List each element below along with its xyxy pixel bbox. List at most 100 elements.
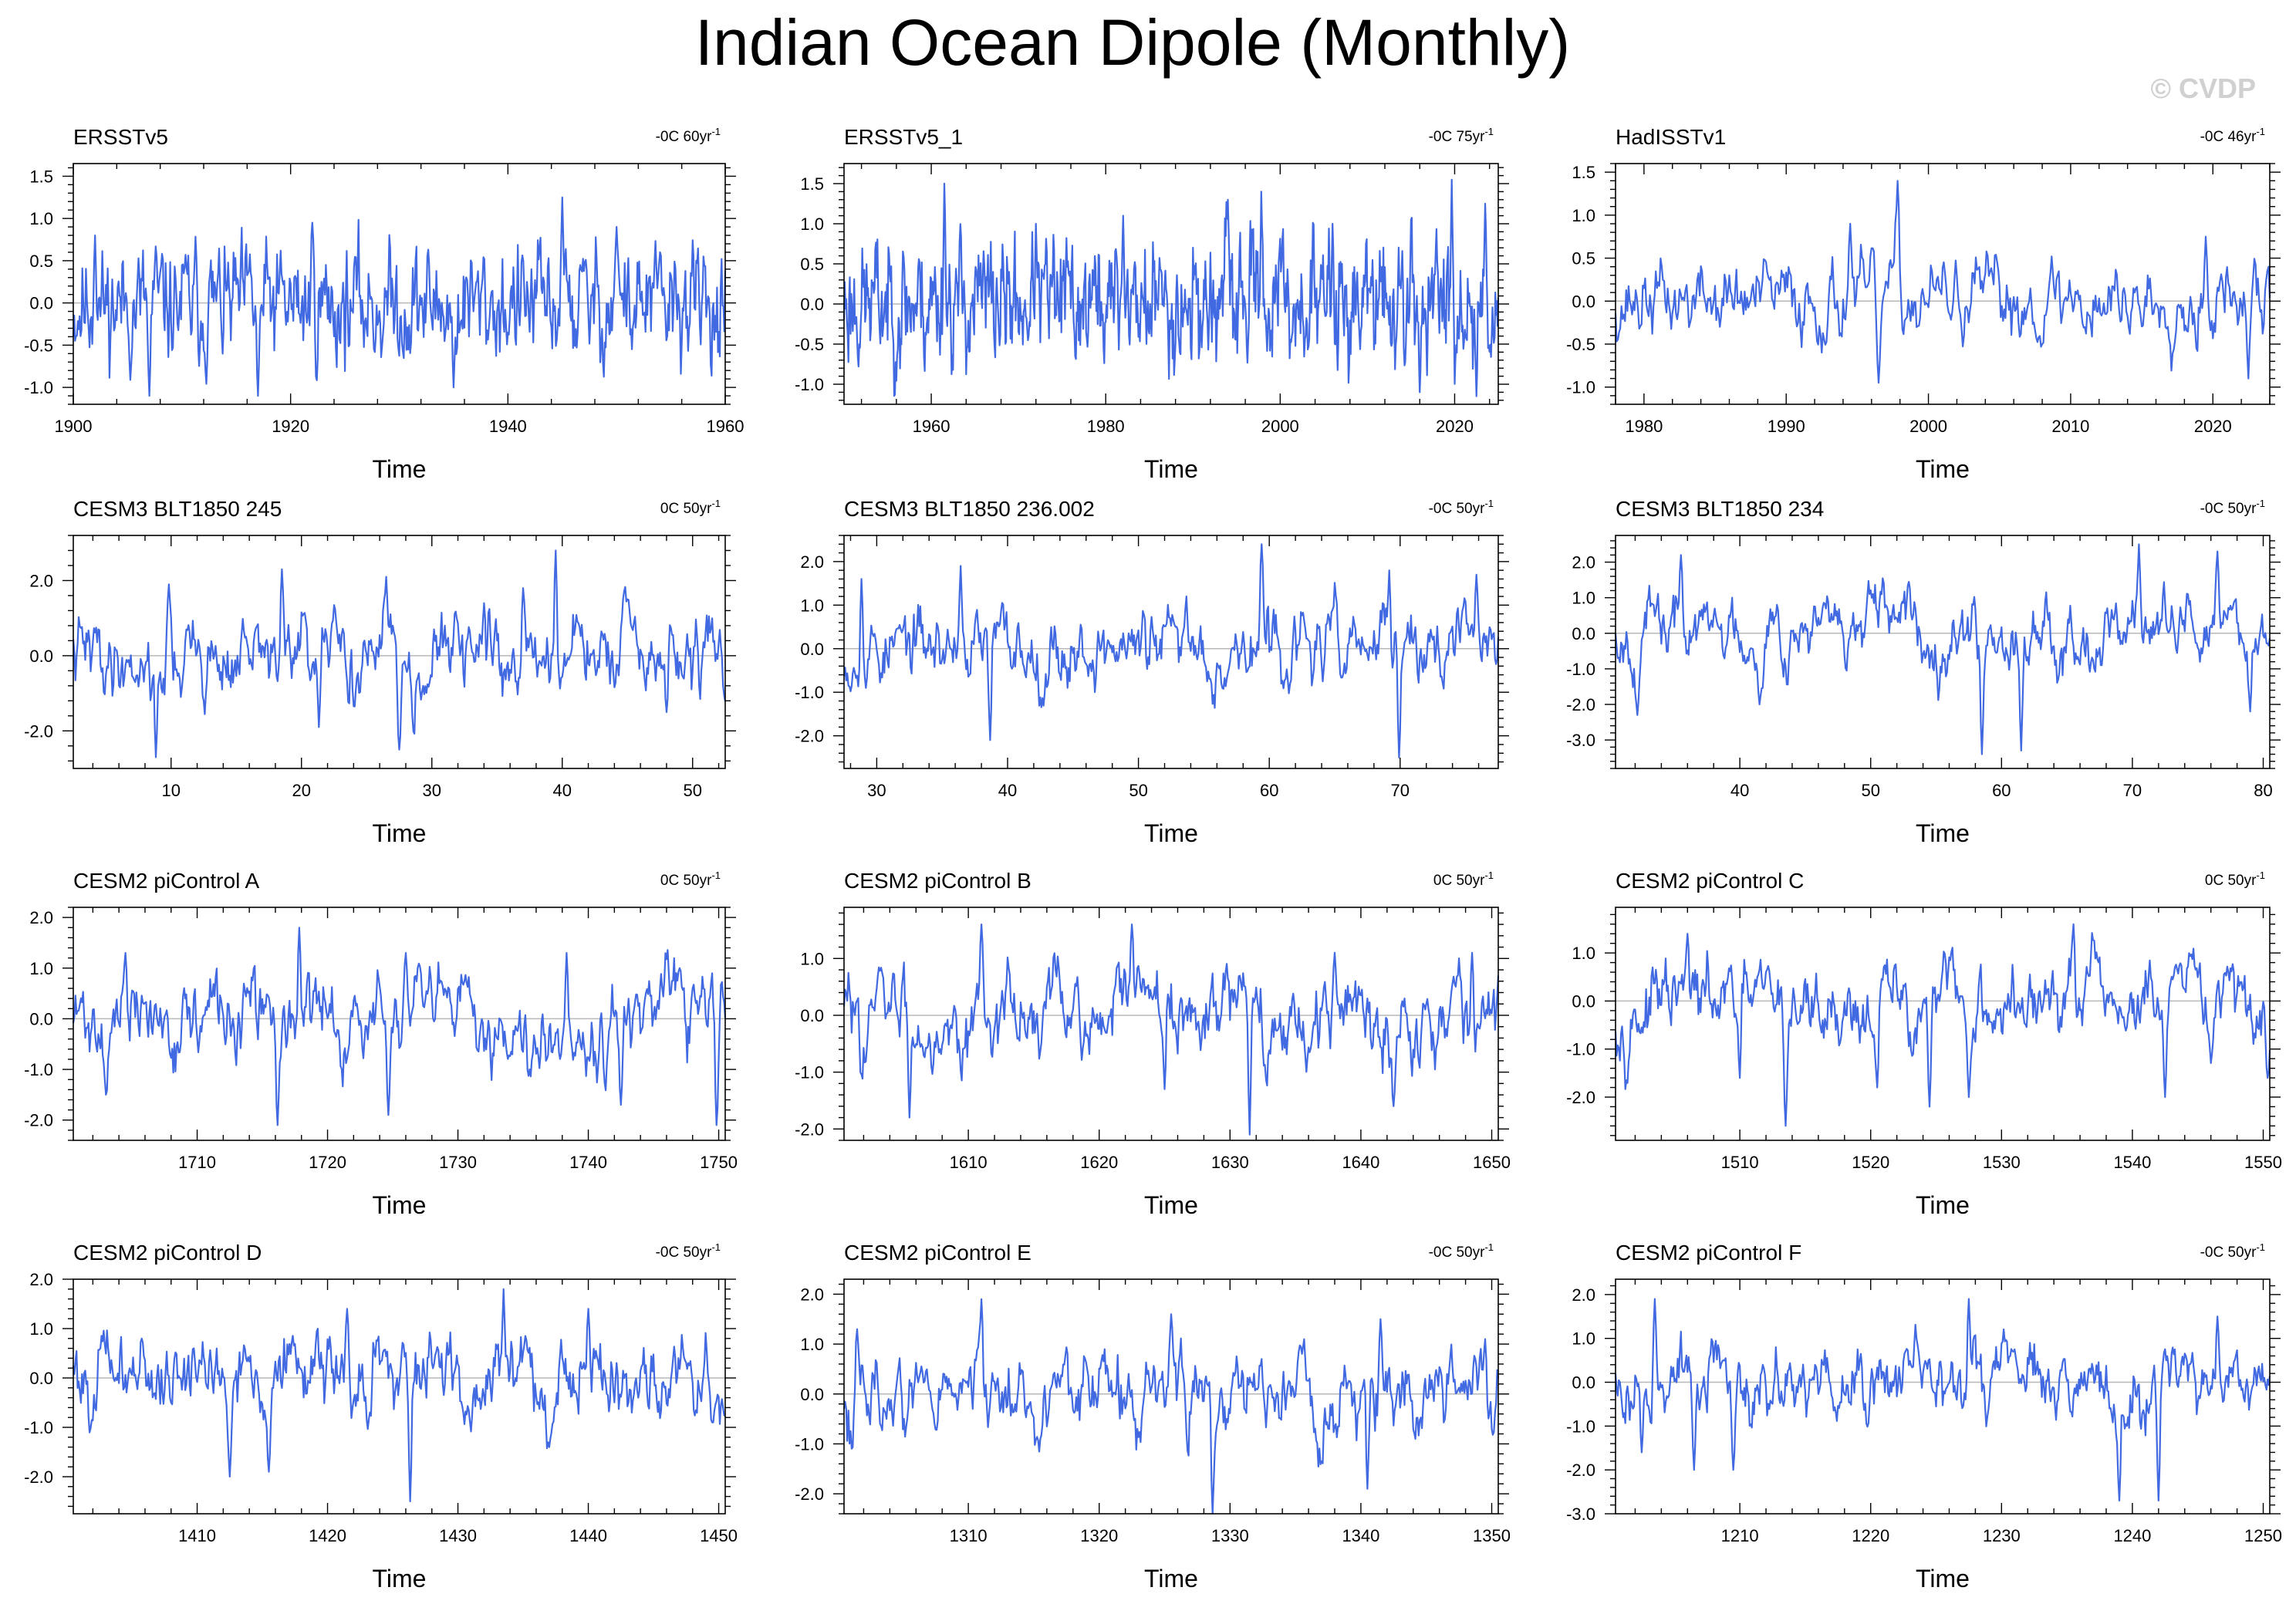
y-tick-label: -1.0: [795, 1063, 824, 1082]
x-axis-label: Time: [1916, 819, 1970, 847]
y-tick-label: 1.0: [1572, 944, 1595, 963]
series-line: [72, 196, 727, 397]
y-tick-label: -2.0: [1566, 695, 1595, 714]
x-tick-label: 1650: [1473, 1153, 1511, 1172]
x-tick-label: 1430: [439, 1526, 477, 1545]
y-tick-label: -1.0: [24, 1060, 53, 1079]
panel-10: CESM2 piControl D -0C 50yr-1 1410 1420 1430 1…: [24, 1241, 738, 1592]
y-tick-label: -2.0: [795, 727, 824, 746]
x-tick-label: 1610: [950, 1153, 988, 1172]
panel-1: ERSSTv5 -0C 60yr-1 1900 1920 1940 1960 -1.0 -0.…: [24, 125, 744, 483]
series-line: [842, 178, 1500, 397]
panel-6: CESM3 BLT1850 234 -0C 50yr-1 40 50 60 70 80 -3.…: [1566, 497, 2281, 847]
panel-2: ERSSTv5_1 -0C 75yr-1 1960 1980 2000 2020 -1.0 -…: [795, 125, 1509, 483]
x-tick-label: 30: [867, 781, 886, 800]
y-tick-label: 1.0: [29, 959, 53, 978]
x-tick-label: 40: [998, 781, 1017, 800]
panel-title: CESM2 piControl D: [73, 1241, 262, 1265]
x-tick-label: 1980: [1625, 417, 1663, 436]
y-tick-label: 2.0: [1572, 1285, 1595, 1305]
panel-title: CESM3 BLT1850 234: [1616, 497, 1824, 521]
x-tick-label: 1710: [178, 1153, 216, 1172]
x-tick-label: 1440: [569, 1526, 607, 1545]
y-tick-label: 0.0: [29, 647, 53, 666]
x-tick-label: 2010: [2051, 417, 2089, 436]
x-tick-label: 1960: [913, 417, 950, 436]
y-tick-label: 0.0: [1572, 624, 1595, 643]
panel-3: HadISSTv1 -0C 46yr-1 1980 1990 2000 2010 2020 -…: [1566, 125, 2281, 483]
y-tick-label: 0.5: [1572, 249, 1595, 268]
x-tick-label: 1620: [1080, 1153, 1118, 1172]
y-tick-label: -1.0: [1566, 660, 1595, 679]
y-tick-label: 1.0: [800, 1335, 824, 1354]
x-tick-label: 1410: [178, 1526, 216, 1545]
plot-frame: [843, 535, 1499, 769]
y-tick-label: -2.0: [24, 1467, 53, 1487]
panel-title: ERSSTv5_1: [844, 125, 963, 149]
x-tick-label: 50: [1861, 781, 1879, 800]
series-line: [842, 543, 1500, 758]
y-tick-label: -1.0: [1566, 1040, 1595, 1059]
x-tick-label: 1630: [1211, 1153, 1249, 1172]
x-tick-label: 1320: [1080, 1526, 1118, 1545]
panel-annotation: -0C 60yr-1: [656, 126, 721, 145]
x-tick-label: 1330: [1211, 1526, 1249, 1545]
panel-title: CESM2 piControl F: [1616, 1241, 1801, 1265]
y-tick-label: 0.0: [29, 1369, 53, 1388]
x-tick-label: 1900: [55, 417, 93, 436]
panel-9: CESM2 piControl C 0C 50yr-1 1510 1520 1530 15…: [1566, 869, 2282, 1219]
series-line: [842, 1298, 1500, 1515]
x-tick-label: 10: [162, 781, 181, 800]
panel-title: HadISSTv1: [1616, 125, 1726, 149]
y-tick-label: -2.0: [795, 1484, 824, 1504]
x-axis-label: Time: [1144, 1191, 1198, 1219]
x-tick-label: 2020: [1436, 417, 1474, 436]
panel-title: CESM3 BLT1850 245: [73, 497, 282, 521]
y-tick-label: 0.5: [29, 252, 53, 271]
x-tick-label: 2000: [1909, 417, 1947, 436]
x-tick-label: 1210: [1721, 1526, 1759, 1545]
y-tick-label: -3.0: [1566, 1504, 1595, 1524]
panel-annotation: 0C 50yr-1: [660, 870, 721, 889]
panel-5: CESM3 BLT1850 236.002 -0C 50yr-1 30 40 50 60 7…: [795, 497, 1509, 847]
plot-frame: [1615, 1278, 2271, 1515]
panel-annotation: 0C 50yr-1: [660, 498, 721, 517]
x-tick-label: 60: [1260, 781, 1278, 800]
x-tick-label: 70: [1391, 781, 1410, 800]
x-tick-label: 50: [684, 781, 702, 800]
y-tick-label: 2.0: [29, 571, 53, 590]
y-tick-label: 0.0: [800, 295, 824, 314]
x-tick-label: 1740: [569, 1153, 607, 1172]
y-tick-label: -2.0: [795, 1120, 824, 1139]
plot-frame: [73, 535, 726, 769]
x-tick-label: 1520: [1852, 1153, 1889, 1172]
y-tick-label: -2.0: [24, 721, 53, 741]
x-tick-label: 2020: [2194, 417, 2232, 436]
x-tick-label: 1230: [1983, 1526, 2021, 1545]
y-tick-label: 2.0: [800, 1285, 824, 1304]
series-line: [72, 549, 727, 758]
series-line: [1614, 543, 2271, 755]
x-tick-label: 1990: [1768, 417, 1805, 436]
y-tick-label: 0.0: [29, 294, 53, 313]
series-line: [72, 927, 727, 1126]
plot-frame: [73, 1278, 726, 1515]
x-tick-label: 1350: [1473, 1526, 1511, 1545]
y-tick-label: -1.0: [1566, 1417, 1595, 1436]
panel-annotation: 0C 50yr-1: [2205, 870, 2265, 889]
panel-annotation: -0C 50yr-1: [2200, 1241, 2265, 1261]
x-tick-label: 1640: [1342, 1153, 1379, 1172]
y-tick-label: 1.0: [800, 949, 824, 968]
figure-title: Indian Ocean Dipole (Monthly): [695, 6, 1571, 79]
y-tick-label: 1.5: [800, 174, 824, 194]
panel-11: CESM2 piControl E -0C 50yr-1 1310 1320 1330 1…: [795, 1241, 1511, 1592]
x-tick-label: 30: [423, 781, 441, 800]
x-tick-label: 1450: [700, 1526, 738, 1545]
y-tick-label: 1.5: [1572, 163, 1595, 182]
panel-title: CESM2 piControl E: [844, 1241, 1032, 1265]
y-tick-label: 2.0: [29, 908, 53, 927]
y-tick-label: -1.0: [795, 683, 824, 702]
panel-12: CESM2 piControl F -0C 50yr-1 1210 1220 1230 1…: [1566, 1241, 2282, 1592]
x-tick-label: 50: [1129, 781, 1147, 800]
x-axis-label: Time: [1916, 455, 1970, 483]
